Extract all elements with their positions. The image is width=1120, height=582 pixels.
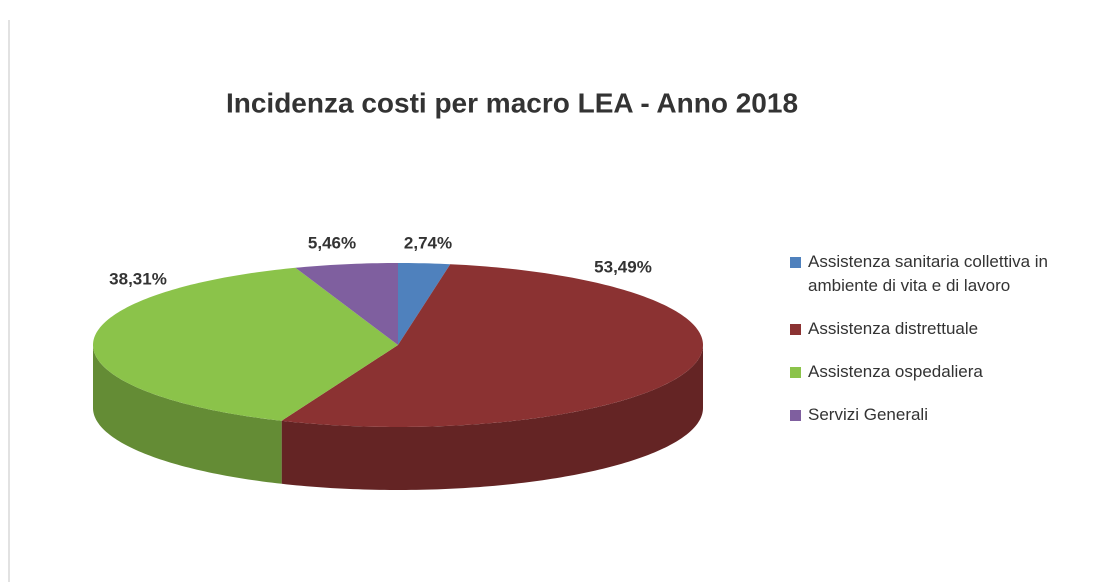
chart-title: Incidenza costi per macro LEA - Anno 201… (226, 87, 798, 118)
legend-item: Assistenza ospedaliera (790, 360, 1120, 384)
data-label: 5,46% (308, 233, 356, 252)
pie-slice (93, 267, 398, 421)
legend-swatch (790, 410, 801, 421)
legend-swatch (790, 367, 801, 378)
legend-swatch (790, 257, 801, 268)
data-label: 2,74% (404, 233, 452, 252)
pie-slice (398, 263, 451, 345)
legend-item: Assistenza sanitaria collettiva in ambie… (790, 250, 1120, 298)
legend-item: Servizi Generali (790, 403, 1120, 427)
legend-label: Assistenza sanitaria collettiva in ambie… (808, 252, 1049, 295)
data-label: 38,31% (109, 269, 167, 288)
pie-slice (281, 264, 703, 427)
legend-swatch (790, 324, 801, 335)
pie-side (93, 345, 282, 484)
pie-slice (295, 263, 398, 345)
legend-label: Assistenza ospedaliera (808, 362, 983, 381)
legend: Assistenza sanitaria collettiva in ambie… (790, 250, 1120, 446)
data-label: 53,49% (594, 257, 652, 276)
legend-label: Assistenza distrettuale (808, 319, 979, 338)
pie-side (281, 345, 703, 490)
legend-item: Assistenza distrettuale (790, 317, 1120, 341)
legend-label: Servizi Generali (808, 405, 928, 424)
